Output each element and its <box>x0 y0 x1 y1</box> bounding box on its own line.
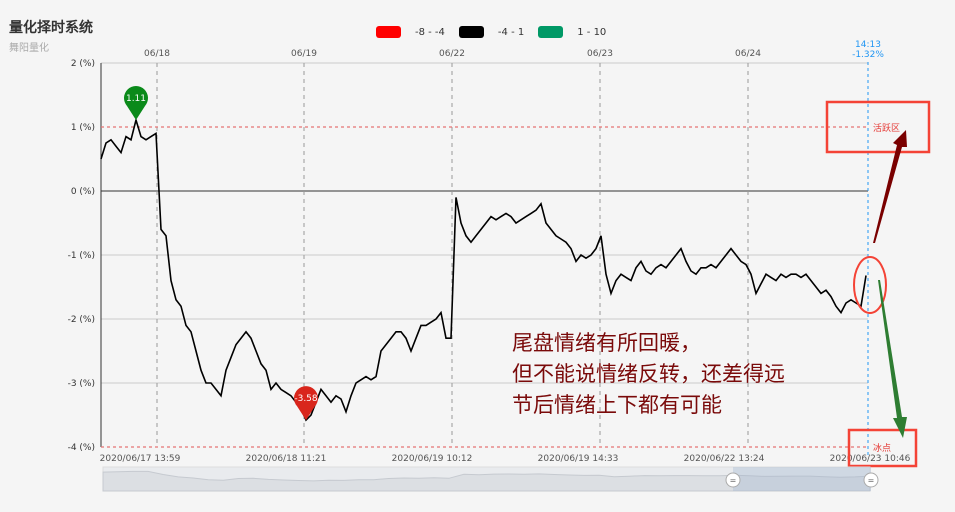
legend-swatch-green[interactable] <box>538 26 564 38</box>
data-zoom-handle[interactable] <box>725 472 741 488</box>
max-pin-label: 1.11 <box>126 94 146 104</box>
pointer-time: 14:13 <box>855 40 881 50</box>
x-tick-label: 2020/06/19 10:12 <box>392 454 473 464</box>
chart-title: 量化择时系统 <box>9 20 93 36</box>
legend-swatch-black[interactable] <box>458 26 484 38</box>
highlight-ellipse <box>853 256 887 314</box>
y-tick-label: -2 (%) <box>68 315 95 325</box>
handle-grip-icon: = <box>730 476 737 485</box>
y-tick-label: 2 (%) <box>71 59 95 69</box>
top-tick-label: 06/18 <box>144 49 170 59</box>
data-zoom-selection <box>733 467 871 491</box>
active-zone-box <box>825 100 931 154</box>
up-arrow <box>873 130 907 243</box>
top-tick-label: 06/24 <box>735 49 761 59</box>
chart-subtitle: 舞阳量化 <box>9 43 49 54</box>
x-tick-label: 2020/06/22 13:24 <box>684 454 765 464</box>
legend-swatch-red[interactable] <box>376 26 401 38</box>
legend: -8 - -4 -4 - 1 1 - 10 <box>376 26 620 38</box>
annotation-text: 尾盘情绪有所回暖， 但不能说情绪反转，还差得远 节后情绪上下都有可能 <box>512 328 785 421</box>
annotation-line: 节后情绪上下都有可能 <box>512 393 722 417</box>
data-zoom-preview <box>102 470 871 492</box>
top-tick-label: 06/22 <box>439 49 465 59</box>
y-tick-label: 0 (%) <box>71 187 95 197</box>
pointer-value: -1.32% <box>852 50 884 60</box>
mark-line-label: 冰点 <box>873 442 891 454</box>
mark-line-label: 活跃区 <box>873 122 900 134</box>
y-tick-label: -4 (%) <box>68 443 95 453</box>
max-pin <box>124 86 148 120</box>
series-line <box>100 117 867 422</box>
min-pin-label: -3.58 <box>294 394 318 404</box>
top-tick-label: 06/19 <box>291 49 317 59</box>
y-tick-label: -3 (%) <box>68 379 95 389</box>
handle-grip-icon: = <box>868 476 875 485</box>
annotation-line: 但不能说情绪反转，还差得远 <box>512 362 785 386</box>
freezing-point-box <box>847 428 918 468</box>
top-tick-label: 06/23 <box>587 49 613 59</box>
annotation-line: 尾盘情绪有所回暖， <box>512 331 701 355</box>
y-tick-label: 1 (%) <box>71 123 95 133</box>
data-zoom-handle[interactable] <box>863 472 879 488</box>
x-tick-label: 2020/06/18 11:21 <box>246 454 327 464</box>
x-tick-label: 2020/06/17 13:59 <box>100 454 181 464</box>
x-tick-label: 2020/06/23 10:46 <box>830 454 911 464</box>
x-tick-label: 2020/06/19 14:33 <box>538 454 619 464</box>
legend-label[interactable]: -4 - 1 <box>497 26 525 38</box>
legend-label[interactable]: -8 - -4 <box>415 26 445 38</box>
min-pin <box>294 386 318 421</box>
down-arrow <box>878 280 907 438</box>
y-tick-label: -1 (%) <box>68 251 95 261</box>
legend-label[interactable]: 1 - 10 <box>577 26 607 38</box>
